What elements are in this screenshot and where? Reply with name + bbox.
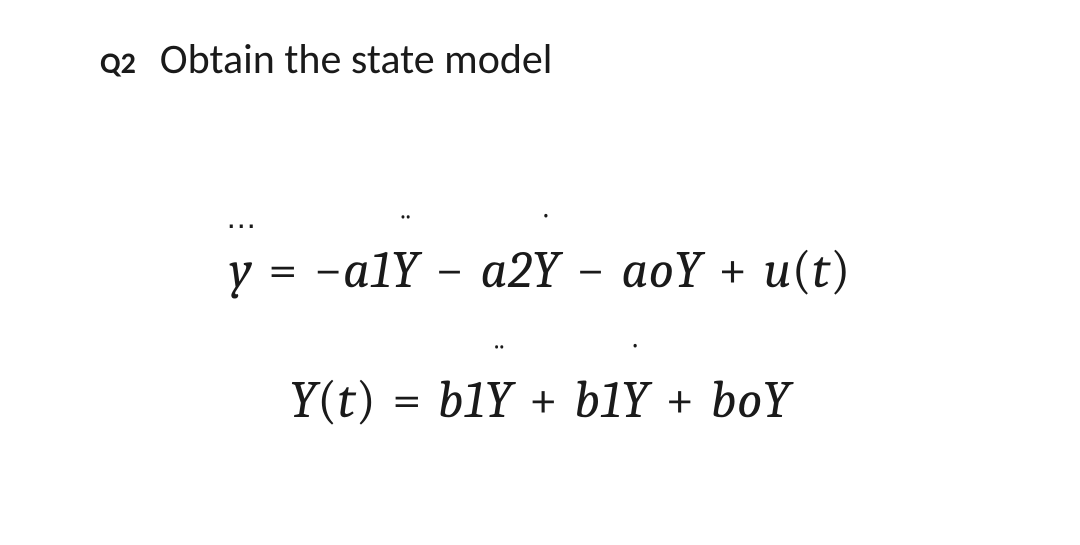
var-Y-ddot: Y¨ (485, 370, 513, 430)
lparen: ( (317, 370, 337, 430)
coef-a1: a1 (343, 240, 391, 300)
equation-1-body: y⋯ = −a1Y¨ − a2Y˙ − aoY + u(t) (0, 240, 1080, 300)
coef-b1b: b1 (574, 370, 621, 430)
equation-2-body: Y(t) = b1Y¨ + b1Y˙ + boY (0, 370, 1080, 430)
fn-Y: Y (290, 370, 318, 430)
question-title: Obtain the state model (160, 34, 553, 85)
minus-sign: − (431, 240, 469, 300)
coef-b1: b1 (438, 370, 485, 430)
arg-t: t (338, 370, 356, 430)
minus-sign: − (314, 240, 343, 300)
var-Y-ddot: Y¨ (391, 240, 419, 300)
var-Y-dot: Y˙ (622, 370, 650, 430)
rparen: ) (830, 240, 850, 300)
var-y-tripledot: y⋯ (229, 240, 252, 300)
plus-sign: + (661, 370, 699, 430)
equals-sign: = (388, 370, 426, 430)
plus-sign: + (525, 370, 563, 430)
question-header: Q2 Obtain the state model (100, 34, 552, 85)
coef-ao: ao (621, 240, 674, 300)
equation-1: y⋯ = −a1Y¨ − a2Y˙ − aoY + u(t) (0, 240, 1080, 300)
rparen: ) (356, 370, 376, 430)
arg-t: t (812, 240, 830, 300)
var-Y: Y (674, 240, 702, 300)
var-Y: Y (763, 370, 791, 430)
question-label: Q2 (100, 45, 136, 82)
plus-sign: + (714, 240, 752, 300)
lparen: ( (792, 240, 812, 300)
var-Y-dot: Y˙ (532, 240, 560, 300)
fn-u: u (764, 240, 792, 300)
minus-sign: − (572, 240, 610, 300)
coef-bo: bo (711, 370, 763, 430)
coef-a2: a2 (481, 240, 533, 300)
equals-sign: = (264, 240, 302, 300)
equation-2: Y(t) = b1Y¨ + b1Y˙ + boY (0, 370, 1080, 430)
